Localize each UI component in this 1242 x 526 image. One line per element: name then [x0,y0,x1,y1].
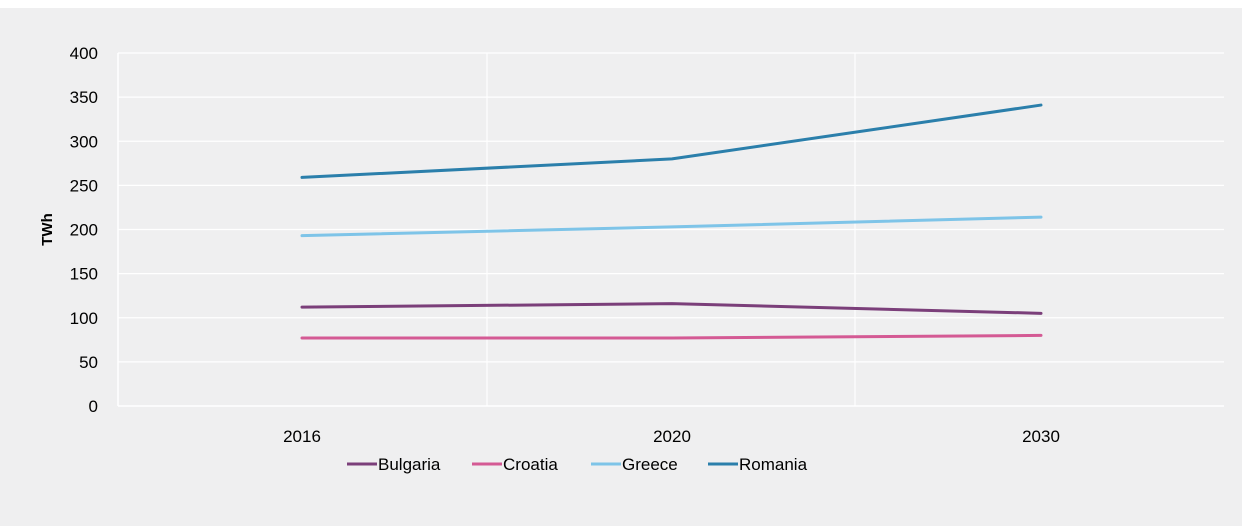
y-tick-label: 400 [70,44,98,63]
legend-label-bulgaria: Bulgaria [378,455,441,474]
y-tick-label: 200 [70,221,98,240]
y-tick-label: 350 [70,88,98,107]
series-lines [300,103,1043,340]
axes [117,53,1224,407]
y-tick-label: 150 [70,265,98,284]
x-axis-ticks: 2016 2020 2030 [283,427,1060,446]
legend-label-greece: Greece [622,455,678,474]
y-axis-title: TWh [39,213,56,245]
y-tick-label: 250 [70,176,98,195]
series-line-bulgaria [300,302,1043,315]
legend-label-romania: Romania [739,455,808,474]
grid [118,52,1224,406]
x-tick-label: 2030 [1022,427,1060,446]
chart-panel: 0 50 100 150 200 250 300 350 400 2016 2020 2030 TW… [0,8,1242,526]
y-tick-label: 100 [70,309,98,328]
line-chart: 0 50 100 150 200 250 300 350 400 2016 2020 2030 TW… [39,44,1224,474]
y-axis-ticks: 0 50 100 150 200 250 300 350 400 [70,44,98,416]
y-tick-label: 300 [70,132,98,151]
x-tick-label: 2020 [653,427,691,446]
x-tick-label: 2016 [283,427,321,446]
legend: Bulgaria Croatia Greece Romania [347,455,808,474]
series-line-croatia [300,333,1043,340]
y-tick-label: 0 [89,397,98,416]
y-tick-label: 50 [79,353,98,372]
series-line-romania [300,103,1043,179]
series-line-greece [300,215,1043,238]
legend-label-croatia: Croatia [503,455,558,474]
